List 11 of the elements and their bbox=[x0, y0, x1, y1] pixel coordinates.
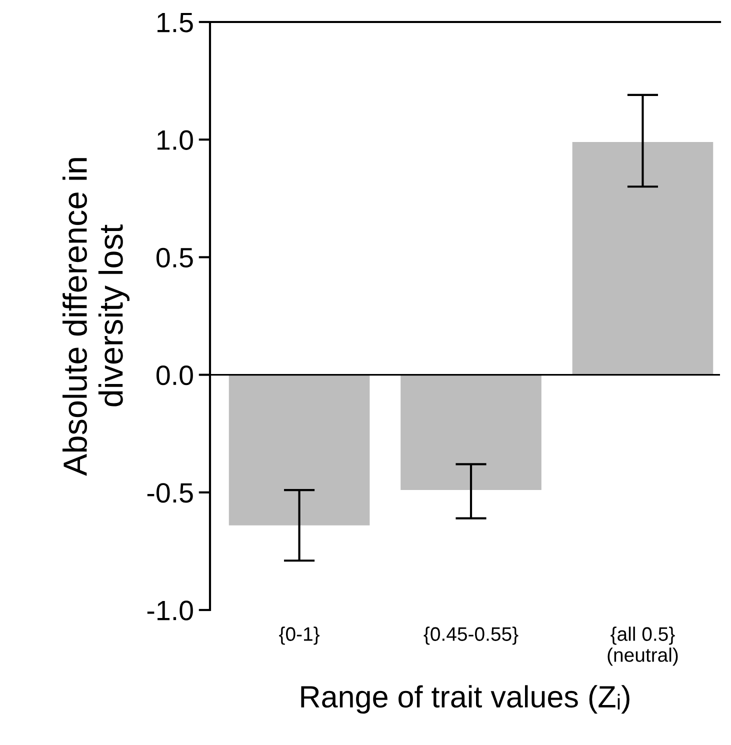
x-tick-label: {0-1} bbox=[279, 626, 320, 645]
y-tick-label: 0.0 bbox=[156, 365, 193, 386]
y-tick-label: -1.0 bbox=[147, 600, 193, 620]
x-tick-label: {all 0.5} (neutral) bbox=[608, 626, 678, 666]
y-tick-label: 0.5 bbox=[156, 248, 193, 268]
y-tick-label: 1.5 bbox=[158, 12, 193, 32]
y-tick-label: -0.5 bbox=[147, 483, 193, 503]
y-tick-label: 1.0 bbox=[158, 130, 193, 150]
x-axis-title: Range of trait values (Zᵢ) bbox=[301, 685, 630, 714]
y-axis-title: Absolute difference in diversity lost bbox=[62, 158, 130, 476]
x-tick-label: {0.45-0.55} bbox=[424, 626, 518, 645]
